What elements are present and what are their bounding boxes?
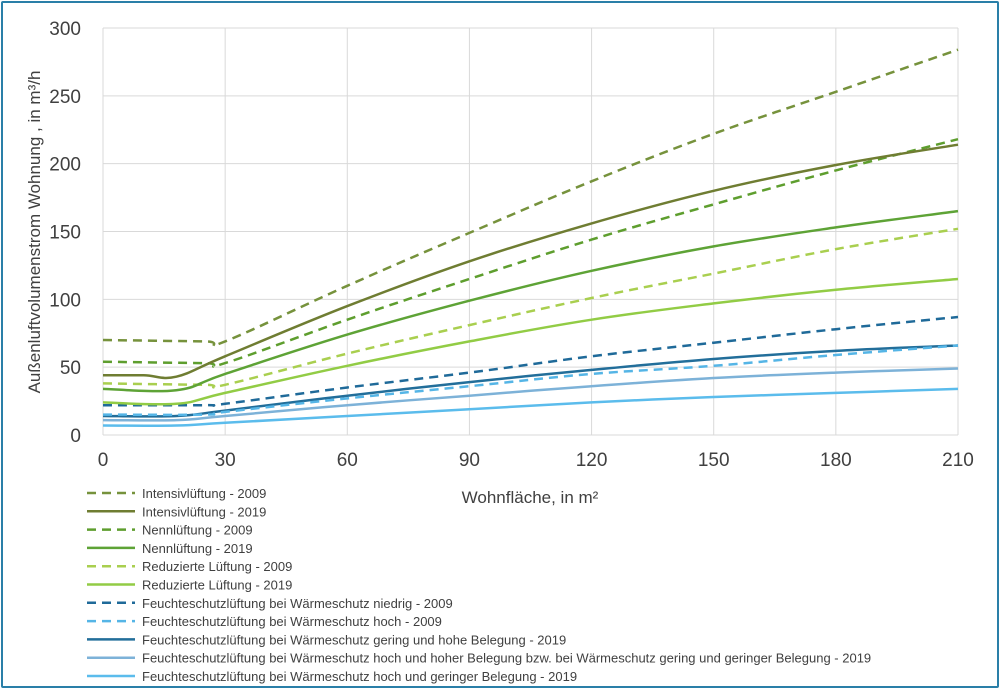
y-tick-label: 50 [60,358,81,379]
x-tick-label: 120 [576,450,608,471]
legend-label: Feuchteschutzlüftung bei Wärmeschutz nie… [142,596,453,611]
series-line-8 [102,344,959,417]
series-line-7 [102,315,959,407]
x-tick-label: 30 [215,450,236,471]
series-line-1 [102,48,959,348]
legend-label: Reduzierte Lüftung - 2019 [142,578,292,593]
x-axis-title: Wohnfläche, in m² [462,488,599,507]
legend-label: Intensivlüftung - 2009 [142,486,266,501]
series-line-6 [102,277,959,406]
legend-label: Feuchteschutzlüftung bei Wärmeschutz hoc… [142,669,577,684]
y-tick-label: 0 [70,426,81,447]
y-axis-title: Außenluftvolumenstrom Wohnung , in m³/h [25,71,44,394]
legend-label: Feuchteschutzlüftung bei Wärmeschutz ger… [142,632,566,647]
series-line-9 [102,344,959,418]
series-line-4 [102,209,959,393]
series-line-2 [102,143,959,380]
x-tick-label: 180 [820,450,852,471]
series-line-11 [102,387,959,427]
series-lines [102,48,959,427]
legend-label: Nennlüftung - 2009 [142,523,253,538]
y-tick-label: 300 [49,19,81,40]
legend-label: Feuchteschutzlüftung bei Wärmeschutz hoc… [142,651,871,666]
series-line-3 [102,137,959,368]
x-tick-label: 210 [942,450,974,471]
x-tick-label: 90 [459,450,480,471]
x-tick-labels: 0 30 60 90 120 150 180 210 [98,450,974,471]
legend-label: Reduzierte Lüftung - 2009 [142,559,292,574]
legend-label: Intensivlüftung - 2019 [142,504,266,519]
series-line-10 [102,367,959,422]
y-tick-label: 150 [49,223,81,244]
legend: Intensivlüftung - 2009 Intensivlüftung - … [87,486,871,684]
legend-label: Feuchteschutzlüftung bei Wärmeschutz hoc… [142,614,442,629]
y-tick-labels: 0 50 100 150 200 250 300 [49,19,81,447]
x-tick-label: 60 [337,450,358,471]
legend-label: Nennlüftung - 2019 [142,541,253,556]
y-tick-label: 200 [49,155,81,176]
y-tick-label: 250 [49,87,81,108]
series-line-5 [102,227,959,389]
x-tick-label: 0 [98,450,109,471]
y-tick-label: 100 [49,290,81,311]
x-tick-label: 150 [698,450,730,471]
